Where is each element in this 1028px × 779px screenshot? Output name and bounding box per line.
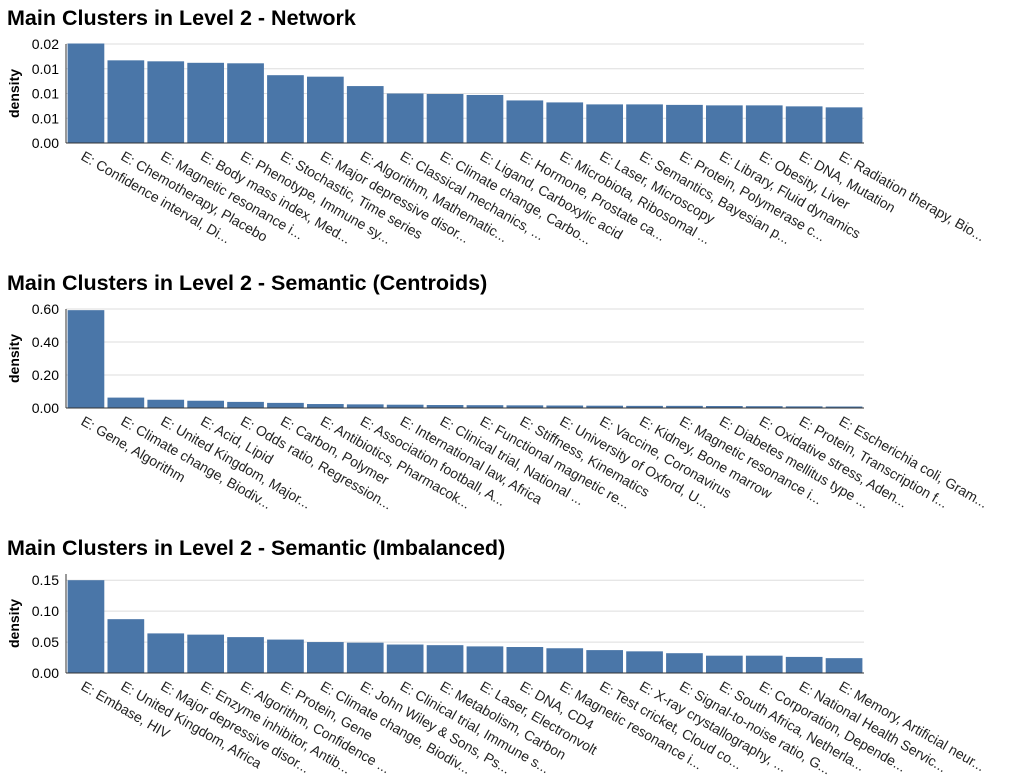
bar [386, 93, 424, 143]
bar [426, 645, 464, 673]
chart-title: Main Clusters in Level 2 - Semantic (Imb… [7, 536, 506, 560]
y-tick-label: 0.00 [32, 135, 59, 151]
bar [466, 405, 504, 408]
bar [107, 397, 145, 408]
bar [147, 399, 185, 408]
y-tick-label: 0.00 [32, 400, 59, 416]
bar [107, 60, 145, 143]
bar [546, 102, 584, 143]
bar [227, 637, 264, 673]
chart-title: Main Clusters in Level 2 - Semantic (Cen… [7, 271, 488, 295]
bar [745, 105, 783, 143]
chart-panel-network: Main Clusters in Level 2 - Network 0.00 0… [0, 0, 1028, 262]
bar [346, 86, 384, 143]
bar [506, 100, 544, 143]
y-tick-label: 0.05 [32, 634, 59, 650]
bar [785, 406, 823, 408]
bar [705, 655, 743, 673]
y-tick-label: 0.01 [32, 110, 59, 126]
y-tick-label: 0.01 [32, 61, 59, 77]
bar [346, 642, 384, 673]
chart-title: Main Clusters in Level 2 - Network [7, 6, 356, 30]
y-axis-label: density [6, 69, 22, 118]
bar [267, 75, 304, 143]
bar [586, 104, 624, 143]
bar [426, 93, 464, 143]
y-axis-label: density [6, 334, 22, 383]
bar [666, 405, 703, 408]
y-tick-label: 0.00 [32, 665, 59, 681]
bar [785, 656, 823, 673]
bar [586, 650, 624, 673]
bar [705, 406, 743, 408]
y-tick-label: 0.01 [32, 86, 59, 102]
y-tick-label: 0.40 [32, 334, 59, 350]
bar [386, 644, 424, 673]
bar [187, 62, 225, 144]
bar [426, 405, 464, 408]
bar [306, 642, 344, 673]
bar [107, 619, 145, 673]
bar [825, 107, 863, 143]
bar [306, 404, 344, 408]
y-tick-label: 0.10 [32, 603, 59, 619]
bar [825, 658, 863, 673]
bar [187, 400, 225, 408]
bar [586, 405, 624, 408]
bar [546, 648, 584, 673]
y-tick-label: 0.15 [32, 572, 59, 588]
bar [466, 646, 504, 673]
bar [267, 639, 304, 673]
y-axis-label: density [6, 599, 22, 648]
bar [187, 634, 225, 673]
bar [705, 105, 743, 143]
chart-panel-semantic-imbalanced: Main Clusters in Level 2 - Semantic (Imb… [0, 530, 1028, 779]
bar [626, 405, 663, 408]
bar [346, 404, 384, 408]
bar [306, 76, 344, 143]
y-tick-label: 0.60 [32, 301, 59, 317]
bar [67, 43, 105, 143]
y-tick-label: 0.20 [32, 367, 59, 383]
bar [506, 405, 544, 408]
bar-chart-network: 0.000.010.010.010.02E: Confidence interv… [6, 36, 988, 248]
bar [67, 580, 105, 673]
y-tick-label: 0.02 [32, 36, 59, 52]
bar [666, 104, 703, 143]
bar [546, 405, 584, 408]
bar [506, 647, 544, 673]
bar [626, 104, 663, 143]
bar [626, 651, 663, 673]
bar [785, 106, 823, 143]
bar [825, 406, 863, 408]
chart-panel-semantic-centroids: Main Clusters in Level 2 - Semantic (Cen… [0, 265, 1028, 527]
bar [227, 401, 264, 408]
bar [147, 633, 185, 673]
bar [67, 310, 105, 408]
bar [466, 94, 504, 143]
bar [227, 63, 264, 143]
bar [745, 655, 783, 673]
bar [666, 653, 703, 673]
bar [267, 402, 304, 408]
bar [745, 406, 783, 408]
bar [386, 404, 424, 408]
bar [147, 61, 185, 144]
